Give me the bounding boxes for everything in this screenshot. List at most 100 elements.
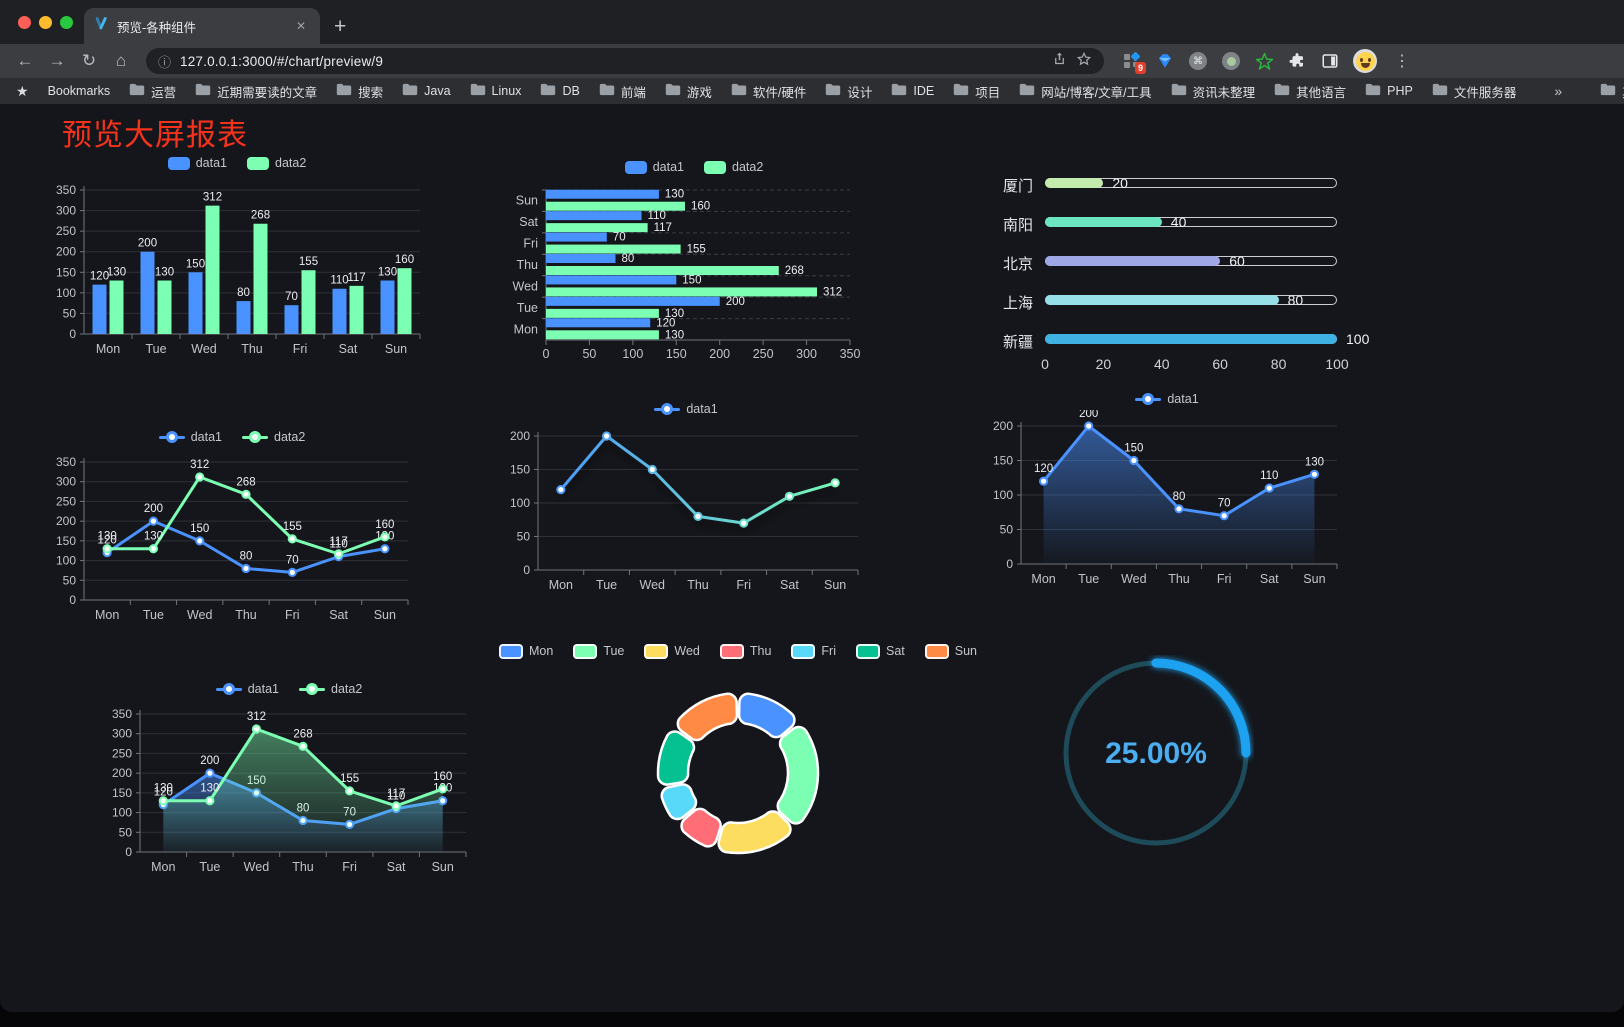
bookmark-folder[interactable]: IDE — [891, 82, 934, 101]
chart-line-dual[interactable]: data1 data2 0 50 100 150 200 250 300 350 Mon Tue Wed… — [46, 426, 418, 638]
chart-plot[interactable]: 0 50 100 150 200 Mon Tue Wed Thu Fri Sat Sun — [502, 420, 870, 610]
tab-manager-extension-icon[interactable]: 9 — [1122, 51, 1146, 74]
other-bookmarks[interactable]: 其他书签 — [1600, 82, 1624, 101]
window-zoom-button[interactable] — [60, 16, 73, 29]
url-text[interactable]: 127.0.0.1:3000/#/chart/preview/9 — [180, 53, 384, 69]
browser-tab[interactable]: 预览-各种组件 ✕ — [84, 8, 320, 44]
donut-slice-Mon[interactable] — [737, 692, 796, 739]
chart-donut[interactable]: Mon Tue Wed Thu Fri Sat Sun — [498, 640, 977, 864]
bookmark-folder[interactable]: 网站/博客/文章/工具 — [1019, 82, 1152, 101]
forward-icon[interactable]: → — [48, 51, 66, 70]
bookmark-folder[interactable]: Java — [402, 82, 451, 101]
bookmarks-label[interactable]: Bookmarks — [47, 84, 111, 98]
svg-text:70: 70 — [285, 291, 298, 303]
bookmark-folder[interactable]: 运营 — [129, 82, 176, 101]
donut-slice-Wed[interactable] — [717, 810, 792, 855]
bookmark-folder[interactable]: 游戏 — [665, 82, 712, 101]
browser-menu-icon[interactable]: ⋮ — [1394, 53, 1410, 70]
bookmark-folder[interactable]: Linux — [470, 82, 521, 101]
legend-item-data2[interactable]: data2 — [299, 682, 362, 696]
bookmark-folder[interactable]: 软件/硬件 — [731, 82, 806, 101]
share-icon[interactable] — [1052, 51, 1067, 71]
legend-item-data1[interactable]: data1 — [654, 402, 718, 416]
tab-favicon-icon — [94, 16, 109, 36]
chart-plot[interactable]: 0 50 100 150 200 250 300 350 Mon Tue Wed Thu Fri Sat S… — [46, 448, 418, 638]
progress-row[interactable]: 南阳 40 — [995, 211, 1367, 234]
legend-item-Tue[interactable]: Tue — [573, 643, 624, 659]
command-extension-icon[interactable]: ⌘ — [1188, 51, 1208, 71]
svg-text:70: 70 — [1218, 498, 1231, 510]
bookmark-folder[interactable]: 资讯未整理 — [1171, 82, 1255, 101]
svg-text:Mon: Mon — [549, 578, 573, 592]
chart-line-gradient[interactable]: data1 0 50 100 150 200 Mon Tue Wed Thu Fri Sat Sun — [502, 398, 870, 610]
reload-icon[interactable]: ↻ — [81, 51, 97, 70]
legend-item-data2[interactable]: data2 — [242, 430, 305, 444]
svg-text:200: 200 — [56, 514, 76, 528]
home-icon[interactable]: ⌂ — [115, 51, 127, 70]
legend-item-data1[interactable]: data1 — [1135, 392, 1199, 406]
legend-item-data1[interactable]: data1 — [624, 160, 684, 174]
chart-plot[interactable]: 0 50 100 150 200 250 300 350 Mon Tue Wed Thu Fri Sat S… — [102, 700, 476, 890]
donut-slice-Sat[interactable] — [656, 730, 696, 786]
legend-item-Fri[interactable]: Fri — [791, 643, 836, 659]
profile-avatar[interactable] — [1353, 49, 1377, 73]
progress-row[interactable]: 北京 60 — [995, 250, 1367, 273]
legend-item-data1[interactable]: data1 — [215, 682, 279, 696]
legend-item-data1[interactable]: data1 — [158, 430, 222, 444]
donut-slice-Tue[interactable] — [776, 725, 820, 825]
bookmark-folder[interactable]: 文件服务器 — [1432, 82, 1516, 101]
bookmark-folder[interactable]: 搜索 — [336, 82, 383, 101]
progress-value: 80 — [1287, 292, 1304, 308]
donut-slice-Thu[interactable] — [680, 807, 722, 848]
gauge-plot[interactable] — [1058, 655, 1254, 851]
progress-row[interactable]: 厦门 20 — [995, 172, 1367, 195]
tab-close-icon[interactable]: ✕ — [295, 19, 306, 33]
extensions-puzzle-icon[interactable] — [1287, 51, 1307, 71]
address-bar[interactable]: ⓘ 127.0.0.1:3000/#/chart/preview/9 — [146, 48, 1104, 74]
chart-plot[interactable]: 0 50 100 150 200 Mon Tue Wed Thu Fri Sat Sun 120 200 1… — [985, 408, 1349, 598]
progress-row[interactable]: 新疆 100 — [995, 328, 1369, 351]
bookmark-folder[interactable]: DB — [540, 82, 580, 101]
window-close-button[interactable] — [18, 16, 31, 29]
recorder-extension-icon[interactable] — [1221, 51, 1241, 71]
bookmarks-overflow-chevron[interactable]: » — [1554, 83, 1563, 99]
legend-item-Mon[interactable]: Mon — [498, 643, 553, 659]
window-minimize-button[interactable] — [39, 16, 52, 29]
back-icon[interactable]: ← — [16, 51, 34, 70]
svg-text:50: 50 — [517, 530, 531, 544]
progress-row[interactable]: 上海 80 — [995, 289, 1367, 312]
progress-fill — [1045, 217, 1162, 227]
bookmarks-star-icon[interactable]: ★ — [16, 82, 29, 99]
svg-text:300: 300 — [56, 204, 76, 218]
new-tab-button[interactable]: + — [334, 15, 347, 38]
side-panel-icon[interactable] — [1320, 51, 1340, 71]
site-info-icon[interactable]: ⓘ — [158, 54, 172, 70]
legend-item-Thu[interactable]: Thu — [719, 643, 771, 659]
bookmark-folder[interactable]: PHP — [1365, 82, 1413, 101]
bookmark-folder[interactable]: 设计 — [825, 82, 872, 101]
legend-item-Wed[interactable]: Wed — [644, 643, 700, 659]
chart-plot[interactable]: 0 50 100 150 200 250 300 350 Mon Tue Wed Thu Fri Sat S… — [46, 174, 428, 364]
chart-bar-horizontal[interactable]: data1 data2 0 50 100 150 200 250 300 350 Mon 120 130… — [500, 156, 888, 368]
chart-city-progress[interactable]: 厦门 20 南阳 40 北京 60 上海 80 新疆 100 0 20 40 60 80 100 — [995, 160, 1369, 386]
legend-item-data2[interactable]: data2 — [247, 156, 306, 170]
bookmark-folder[interactable]: 前端 — [599, 82, 646, 101]
chart-area-single[interactable]: data1 0 50 100 150 200 Mon Tue Wed Thu Fri Sat Sun 12… — [985, 388, 1349, 598]
green-star-extension-icon[interactable] — [1254, 51, 1274, 71]
legend-item-data1[interactable]: data1 — [167, 156, 227, 170]
donut-slice-Fri[interactable] — [660, 783, 698, 821]
chart-gauge[interactable]: 25.00% — [1058, 655, 1254, 851]
bookmark-folder[interactable]: 项目 — [953, 82, 1000, 101]
donut-plot[interactable] — [552, 662, 924, 862]
chart-bar-vertical[interactable]: data1 data2 0 50 100 150 200 250 300 350 Mon Tue Wed… — [46, 152, 428, 364]
legend-item-data2[interactable]: data2 — [704, 160, 763, 174]
bookmark-folder[interactable]: 其他语言 — [1274, 82, 1346, 101]
bookmark-folder[interactable]: 近期需要读的文章 — [195, 82, 317, 101]
legend-item-Sat[interactable]: Sat — [856, 643, 905, 659]
chart-area-dual[interactable]: data1 data2 0 50 100 150 200 250 300 350 Mon Tue Wed… — [102, 678, 476, 890]
donut-slice-Sun[interactable] — [676, 692, 739, 742]
legend-item-Sun[interactable]: Sun — [924, 643, 977, 659]
bookmark-star-icon[interactable] — [1076, 51, 1092, 72]
gem-extension-icon[interactable] — [1155, 51, 1175, 71]
